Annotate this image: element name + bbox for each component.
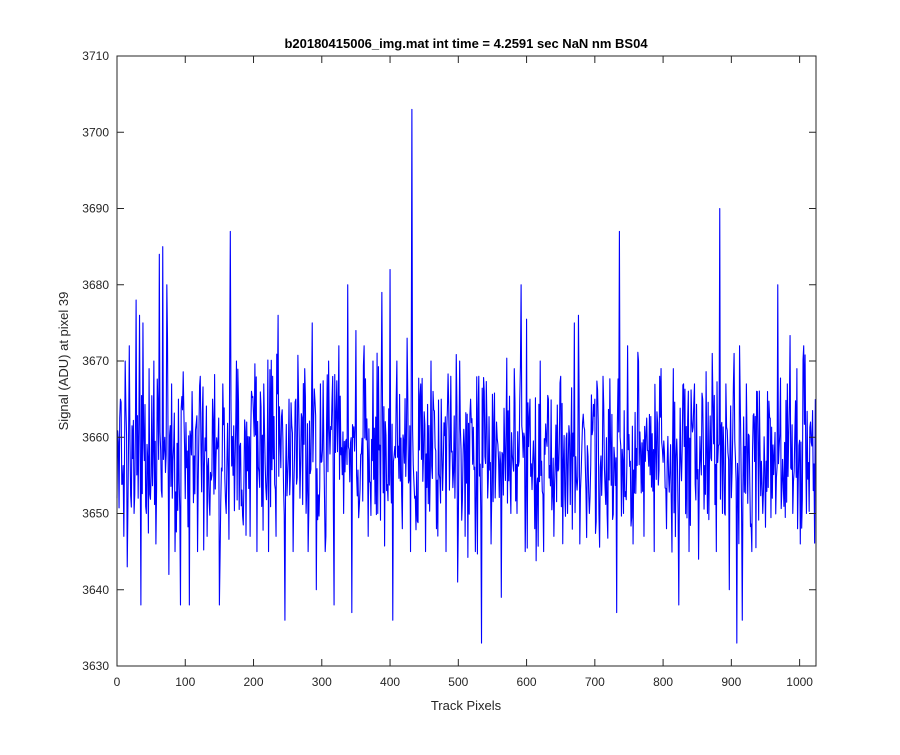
x-tick-label: 500 [448,675,468,689]
x-tick-label: 400 [380,675,400,689]
y-tick-label: 3700 [82,125,109,139]
y-tick-label: 3630 [82,659,109,673]
y-tick-label: 3660 [82,430,109,444]
x-tick-label: 1000 [786,675,813,689]
y-tick-label: 3710 [82,49,109,63]
x-tick-label: 100 [175,675,195,689]
x-axis-ticks: 0 100 200 300 400 500 600 700 800 900 1000 [114,56,813,689]
x-tick-label: 300 [312,675,332,689]
y-tick-label: 3650 [82,507,109,521]
y-axis-label: Signal (ADU) at pixel 39 [56,292,71,431]
x-tick-label: 900 [721,675,741,689]
y-tick-label: 3680 [82,278,109,292]
x-axis-label: Track Pixels [431,698,502,713]
y-tick-label: 3640 [82,583,109,597]
x-tick-label: 200 [244,675,264,689]
x-tick-label: 700 [585,675,605,689]
x-tick-label: 600 [517,675,537,689]
x-tick-label: 0 [114,675,121,689]
chart-title: b20180415006_img.mat int time = 4.2591 s… [284,36,648,51]
y-tick-label: 3690 [82,202,109,216]
y-axis-ticks: 3630 3640 3650 3660 3670 3680 3690 3700 3710 [82,49,816,673]
plot-background [117,56,816,666]
signal-series-line [116,108,816,644]
y-tick-label: 3670 [82,354,109,368]
data-layer [116,108,816,644]
x-tick-label: 800 [653,675,673,689]
